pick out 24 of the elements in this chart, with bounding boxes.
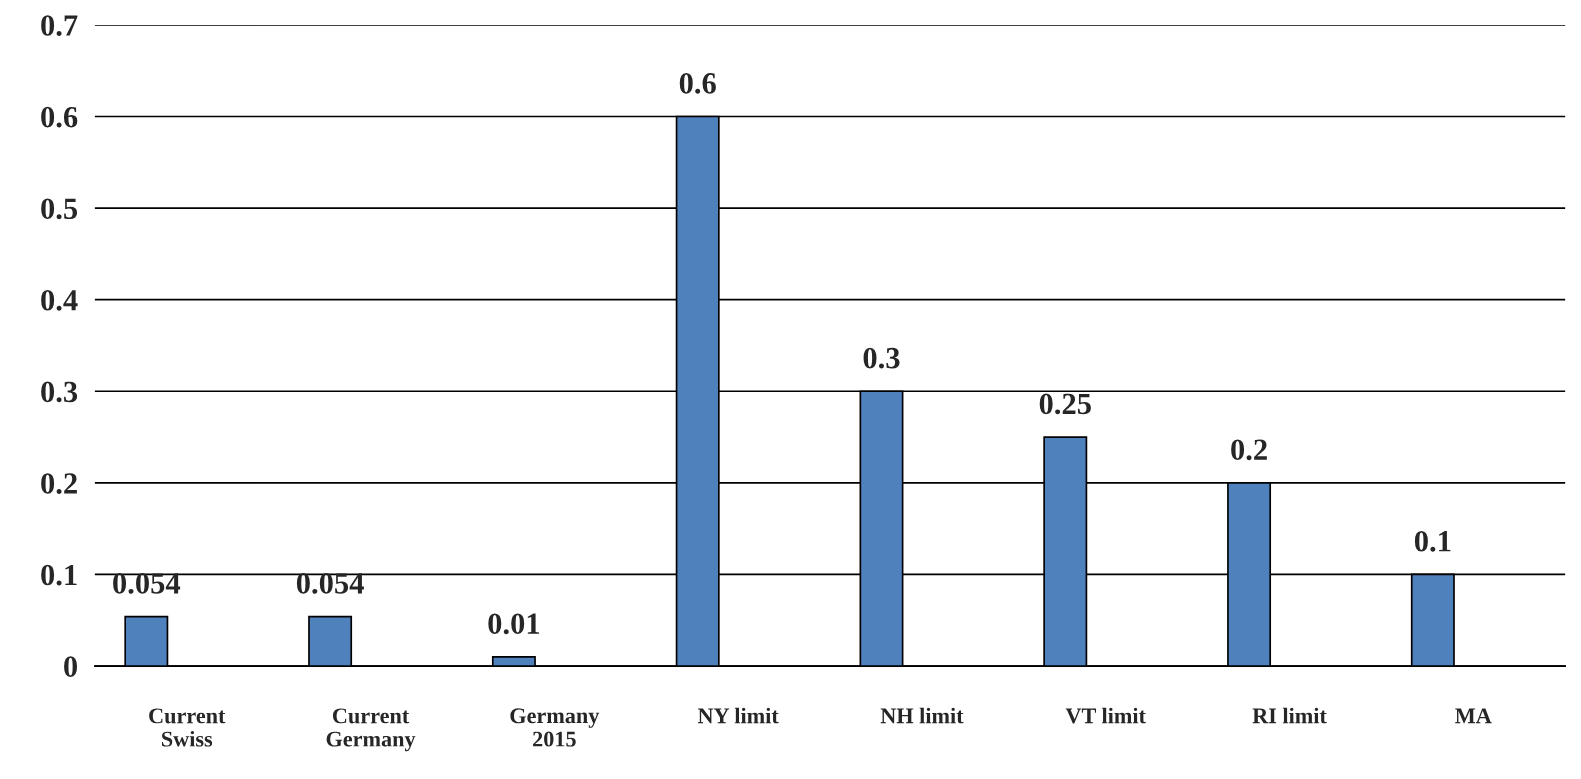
data-label: 0.01	[488, 613, 540, 635]
x-tick-label: MA	[1455, 708, 1492, 724]
x-tick-label: NY limit	[697, 707, 779, 724]
x-tick-label: Germany 2015	[510, 708, 600, 747]
data-label: 0.054	[113, 573, 181, 594]
y-tick-label: 0.2	[41, 473, 77, 494]
y-tick-label: 0.6	[41, 106, 78, 128]
y-tick-label: 0.1	[41, 564, 77, 586]
data-label: 0.3	[863, 347, 900, 369]
x-tick-label: VT limit	[1065, 707, 1146, 724]
data-label: 0.6	[679, 73, 716, 94]
x-tick-label: Current Swiss	[149, 708, 226, 747]
data-label: 0.1	[1414, 530, 1451, 552]
x-tick-label: NH limit	[880, 707, 964, 724]
y-tick-label: 0.3	[41, 381, 78, 403]
y-tick-label: 0	[64, 656, 78, 677]
y-tick-label: 0.7	[41, 15, 78, 36]
data-label: 0.25	[1039, 393, 1091, 415]
data-label: 0.054	[296, 573, 364, 594]
x-tick-label: RI limit	[1252, 707, 1327, 724]
x-tick-label: Current Germany	[326, 708, 416, 752]
y-tick-label: 0.5	[41, 198, 78, 220]
y-tick-label: 0.4	[41, 289, 78, 311]
data-label: 0.2	[1231, 439, 1267, 461]
